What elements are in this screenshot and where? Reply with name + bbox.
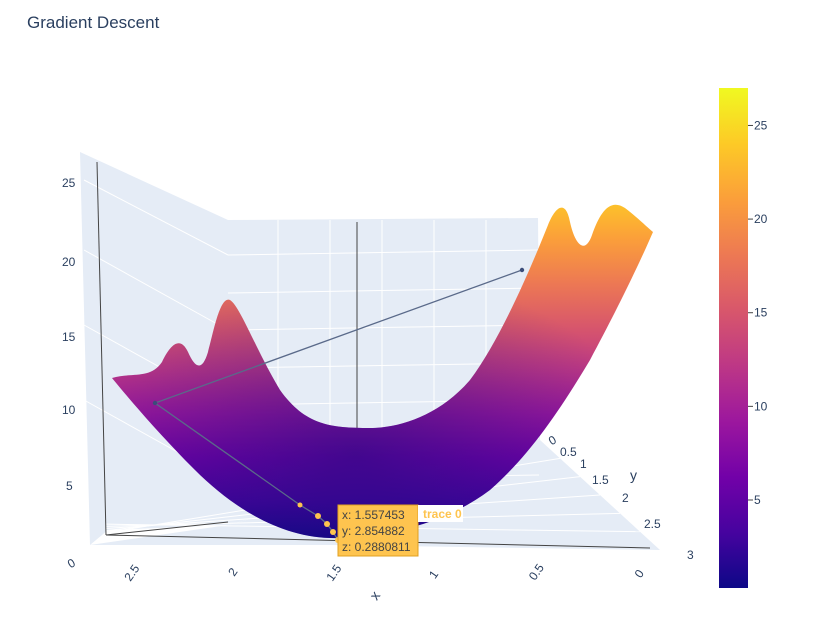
back-wall-left [80,152,228,545]
x-tick-label: 2.5 [121,562,142,584]
x-axis-label: x [366,588,383,603]
trace-0-marker[interactable] [519,267,525,273]
colorbar-tick-label: 20 [754,212,768,226]
surface-trace[interactable] [112,204,653,539]
z-tick-label: 10 [62,403,76,417]
trace-0-marker[interactable] [152,400,158,406]
y-tick-label: 3 [687,548,694,562]
trace-0-marker[interactable] [297,502,303,508]
y-tick-label: 0 [546,432,559,448]
x-tick-label: 2 [225,565,240,579]
y-tick-label: 1 [580,457,587,471]
trace-0-marker[interactable] [330,529,336,535]
trace-0-marker[interactable] [315,513,321,519]
trace-0[interactable] [152,267,525,543]
y-axis-label: y [630,467,637,483]
grid-line [83,179,229,256]
hover-y-value: y: 2.854882 [342,524,405,538]
chart-title: Gradient Descent [27,13,160,32]
y-tick-label: 0.5 [560,445,577,459]
y-tick-label: 2 [622,491,629,505]
hover-trace-name-box [418,505,463,522]
colorbar-strip [719,88,748,588]
x-tick-label: 0.5 [526,561,547,583]
grid-line [83,249,229,331]
x-axis-ticks: 2.5 2 1.5 1 0.5 0 x [121,561,647,603]
grid-line [227,324,540,331]
floor-edge-line [105,521,229,536]
hover-tooltip: x: 1.557453 y: 2.854882 z: 0.2880811 tra… [337,504,463,557]
hover-x-value: x: 1.557453 [342,508,405,522]
x-tick-label: 1 [426,567,441,581]
hover-tooltip-box [337,504,419,557]
hover-z-value: z: 0.2880811 [342,540,411,554]
z-tick-label: 25 [62,176,76,190]
x-tick-label: 1.5 [323,562,344,584]
y-tick-label: 2.5 [644,517,661,531]
grid-line [227,249,540,256]
x-tick-label: 0 [632,567,647,581]
colorbar-tick-label: 5 [754,493,761,507]
z-axis-ticks: 0 5 10 15 20 25 [62,176,78,571]
y-tick-label: 1.5 [592,473,609,487]
z-tick-label: 5 [66,479,73,493]
z-tick-label: 0 [65,555,78,571]
z-tick-label: 15 [62,330,76,344]
z-tick-label: 20 [62,255,76,269]
hover-trace-name: trace 0 [423,507,462,521]
colorbar: 5 10 15 20 25 [719,88,768,588]
colorbar-tick-label: 25 [754,118,768,132]
z-axis-line [96,161,107,536]
colorbar-tick-label: 10 [754,399,768,413]
colorbar-tick-label: 15 [754,306,768,320]
surface-shading [112,204,653,539]
grid-line [227,287,540,294]
colorbar-ticks: 5 10 15 20 25 [748,118,768,507]
trace-0-marker[interactable] [324,521,330,527]
